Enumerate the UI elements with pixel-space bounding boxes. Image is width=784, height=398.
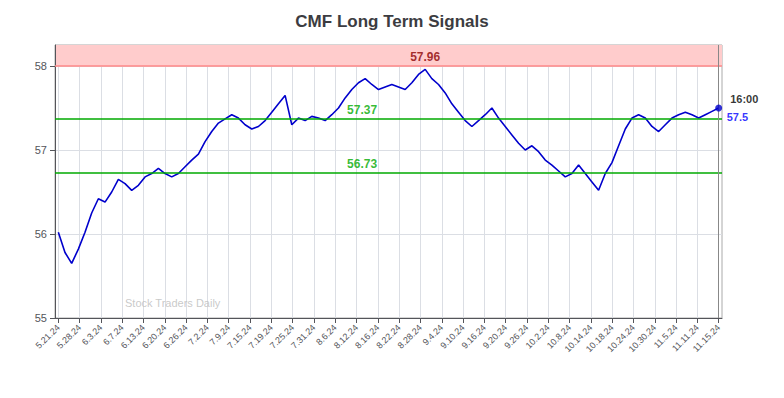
svg-text:Stock Traders Daily: Stock Traders Daily	[125, 297, 221, 309]
svg-text:8.6.24: 8.6.24	[314, 322, 339, 348]
svg-text:57.37: 57.37	[347, 103, 377, 117]
svg-text:6.3.24: 6.3.24	[80, 322, 105, 347]
svg-text:6.7.24: 6.7.24	[101, 322, 126, 348]
svg-text:10.8.24: 10.8.24	[544, 322, 574, 351]
svg-text:CMF Long Term Signals: CMF Long Term Signals	[295, 12, 488, 31]
svg-text:57.96: 57.96	[410, 50, 440, 64]
svg-text:7.9.24: 7.9.24	[207, 322, 233, 348]
svg-text:8.22.24: 8.22.24	[374, 322, 403, 351]
svg-text:5.21.24: 5.21.24	[33, 322, 62, 351]
svg-text:8.12.24: 8.12.24	[331, 322, 361, 351]
svg-text:7.15.24: 7.15.24	[225, 322, 254, 351]
svg-text:5.28.24: 5.28.24	[55, 322, 83, 350]
svg-text:57: 57	[35, 144, 47, 156]
svg-text:7.31.24: 7.31.24	[289, 322, 317, 350]
svg-text:6.20.24: 6.20.24	[140, 322, 169, 351]
svg-text:11.15.24: 11.15.24	[691, 322, 722, 353]
svg-text:9.10.24: 9.10.24	[438, 322, 467, 351]
svg-text:57.5: 57.5	[727, 111, 748, 123]
svg-text:7.25.24: 7.25.24	[267, 322, 297, 351]
svg-text:10.30.24: 10.30.24	[626, 322, 658, 354]
svg-text:6.13.24: 6.13.24	[118, 322, 148, 351]
svg-text:9.16.24: 9.16.24	[459, 322, 488, 351]
svg-text:7.2.24: 7.2.24	[186, 322, 211, 347]
svg-text:9.20.24: 9.20.24	[480, 322, 510, 351]
svg-text:10.18.24: 10.18.24	[583, 322, 616, 355]
svg-text:56: 56	[35, 228, 47, 240]
svg-text:10.2.24: 10.2.24	[523, 322, 552, 351]
svg-text:11.11.24: 11.11.24	[670, 322, 701, 354]
svg-text:9.4.24: 9.4.24	[420, 322, 446, 348]
svg-text:16:00: 16:00	[730, 93, 758, 105]
svg-text:11.5.24: 11.5.24	[651, 322, 680, 351]
svg-text:55: 55	[35, 312, 47, 324]
svg-text:8.16.24: 8.16.24	[353, 322, 382, 351]
svg-text:8.28.24: 8.28.24	[396, 322, 424, 350]
svg-text:6.26.24: 6.26.24	[161, 322, 189, 350]
svg-text:7.19.24: 7.19.24	[246, 322, 275, 351]
svg-text:56.73: 56.73	[347, 157, 377, 171]
svg-text:9.26.24: 9.26.24	[502, 322, 531, 351]
svg-text:10.14.24: 10.14.24	[562, 322, 595, 355]
svg-text:58: 58	[35, 60, 47, 72]
svg-text:10.24.24: 10.24.24	[605, 322, 637, 355]
